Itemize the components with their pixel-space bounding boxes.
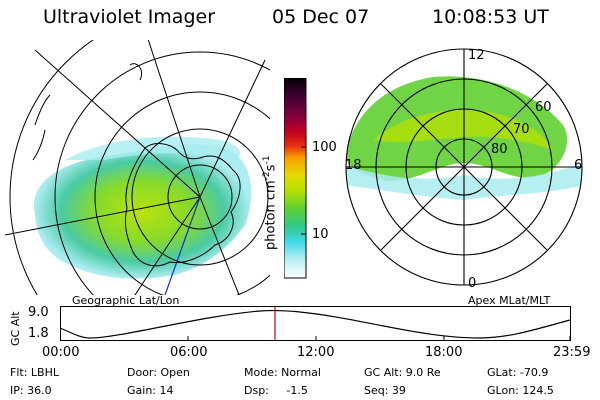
orbit-xtick-0600: 06:00 xyxy=(170,345,208,360)
status-dsp: Dsp: -1.5 xyxy=(244,384,308,397)
colorbar-tick-100: 100 xyxy=(312,140,337,155)
instrument-title: Ultraviolet Imager xyxy=(43,6,216,28)
status-gain: Gain: 14 xyxy=(127,384,174,397)
mlat-label-70: 70 xyxy=(513,122,530,137)
mlt-label-18: 18 xyxy=(345,158,362,173)
mlt-label-6: 6 xyxy=(574,158,582,173)
orbit-xtick-1200: 12:00 xyxy=(297,345,335,360)
status-ip: IP: 36.0 xyxy=(10,384,52,397)
colorbar xyxy=(284,78,307,279)
aurora-emission-left xyxy=(33,144,252,279)
status-filter: Flt: LBHL xyxy=(10,366,59,379)
orbit-xtick-0000: 00:00 xyxy=(42,345,80,360)
left-panel-caption: Geographic Lat/Lon xyxy=(72,294,180,307)
status-seq: Seq: 39 xyxy=(364,384,406,397)
mlat-label-80: 80 xyxy=(491,142,508,157)
mlt-label-12: 12 xyxy=(468,48,485,63)
orbit-altitude-plot xyxy=(60,306,571,341)
orbit-ytick-high: 9.0 xyxy=(28,305,49,320)
status-glat: GLat: -70.9 xyxy=(487,366,549,379)
geographic-image xyxy=(5,40,270,295)
mlt-label-0: 0 xyxy=(468,276,476,290)
right-panel-caption: Apex MLat/MLT xyxy=(468,294,551,307)
status-door: Door: Open xyxy=(127,366,190,379)
magnetic-image: 12 18 6 0 60 70 80 xyxy=(345,48,583,290)
mlat-label-60: 60 xyxy=(535,100,552,115)
status-gc-alt: GC Alt: 9.0 Re xyxy=(364,366,441,379)
status-glon: GLon: 124.5 xyxy=(487,384,554,397)
time-label: 10:08:53 UT xyxy=(432,6,549,28)
orbit-xtick-2359: 23:59 xyxy=(553,345,591,360)
colorbar-tick-10: 10 xyxy=(312,227,329,242)
coastline-left xyxy=(32,63,241,267)
date-label: 05 Dec 07 xyxy=(272,6,370,28)
orbit-altitude-curve xyxy=(60,309,571,339)
orbit-xtick-1800: 18:00 xyxy=(425,345,463,360)
colorbar-unit-label: photon cm-2s-1 xyxy=(262,155,279,250)
orbit-ytick-low: 1.8 xyxy=(28,326,49,341)
orbit-ylabel: GC Alt xyxy=(9,311,22,346)
status-mode: Mode: Normal xyxy=(244,366,321,379)
